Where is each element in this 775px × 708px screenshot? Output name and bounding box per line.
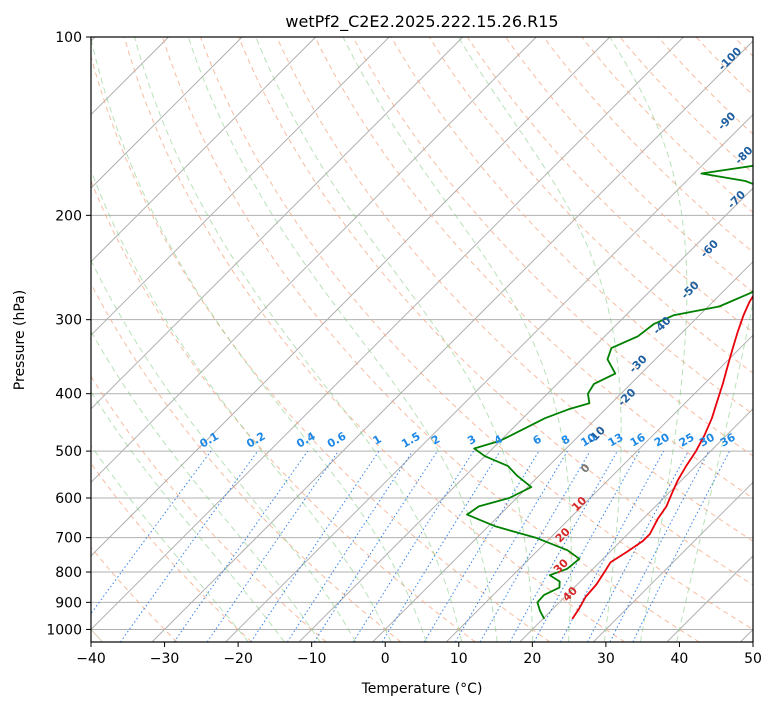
y-tick-label: 500 xyxy=(55,444,82,460)
moist-adiabat xyxy=(255,37,534,642)
dry-adiabat xyxy=(91,282,402,642)
dry-adiabat xyxy=(161,37,700,642)
mixing-ratio-line xyxy=(250,450,380,642)
moist-adiabat xyxy=(91,444,249,642)
x-tick-label: 50 xyxy=(744,651,762,667)
moist-adiabat xyxy=(134,37,463,642)
moist-adiabat xyxy=(676,299,753,642)
dry-adiabat xyxy=(91,179,476,642)
x-tick-label: 30 xyxy=(597,651,615,667)
isotherm xyxy=(225,113,753,642)
mixing-ratio-line xyxy=(286,450,414,642)
x-tick-label: −20 xyxy=(223,651,253,667)
y-axis-label: Pressure (hPa) xyxy=(12,290,28,390)
dry-adiabat xyxy=(505,37,753,293)
x-tick-label: −40 xyxy=(76,651,106,667)
moist-adiabat xyxy=(91,259,357,642)
mixing-ratio-line xyxy=(206,450,339,642)
dry-adiabat xyxy=(91,375,327,642)
y-tick-label: 700 xyxy=(55,531,82,547)
dry-adiabat xyxy=(238,37,753,586)
isotherm xyxy=(91,37,390,336)
dry-adiabat xyxy=(428,37,753,374)
x-tick-label: 40 xyxy=(671,651,689,667)
moist-adiabat xyxy=(609,37,688,642)
dry-adiabat xyxy=(314,37,753,499)
dry-adiabat xyxy=(91,54,551,642)
moist-adiabat xyxy=(457,37,622,642)
mixing-ratio-line xyxy=(533,450,640,642)
isotherm xyxy=(372,260,753,642)
dewpoint-profile-line xyxy=(466,164,753,620)
moist-adiabat xyxy=(91,169,392,642)
mixing-ratio-line xyxy=(173,450,309,642)
mixing-ratio-line xyxy=(119,450,259,642)
y-tick-label: 600 xyxy=(55,491,82,507)
moist-adiabat xyxy=(187,37,498,642)
moist-adiabat xyxy=(91,37,427,642)
isotherm xyxy=(519,408,753,642)
dry-adiabat xyxy=(200,37,753,630)
x-tick-label: −10 xyxy=(297,651,327,667)
isotherm xyxy=(91,37,243,189)
y-tick-label: 100 xyxy=(55,30,82,46)
mixing-ratio-line xyxy=(381,450,501,642)
isotherm xyxy=(91,37,317,263)
chart-axes: −40 −30 −20 −10 0 10 20 30 40 50 100 200 300 400 500 60… xyxy=(46,30,762,667)
mixing-ratio-line xyxy=(632,450,731,642)
dry-adiabat xyxy=(276,37,753,542)
isotherm xyxy=(445,334,753,642)
mixing-ratio-line xyxy=(352,450,475,642)
temperature-profile-line xyxy=(571,294,753,620)
isotherm xyxy=(91,37,684,631)
isotherm xyxy=(592,481,753,642)
x-tick-label: 0 xyxy=(381,651,390,667)
dry-adiabat xyxy=(91,462,253,642)
isotherm xyxy=(91,37,537,484)
dry-adiabat xyxy=(123,37,625,642)
chart-series xyxy=(466,164,753,620)
mixing-ratio-line xyxy=(313,450,438,642)
mixing-ratio-line xyxy=(560,450,665,642)
x-tick-label: 20 xyxy=(523,651,541,667)
x-axis-label: Temperature (°C) xyxy=(361,681,483,697)
x-tick-label: 10 xyxy=(450,651,468,667)
y-tick-label: 400 xyxy=(55,387,82,403)
y-tick-label: 300 xyxy=(55,313,82,329)
chart-title: wetPf2_C2E2.2025.222.15.26.R15 xyxy=(285,12,558,32)
plot-frame xyxy=(90,36,754,643)
mixing-ratio-line xyxy=(91,450,212,615)
moist-adiabat xyxy=(91,330,321,642)
chart-grid xyxy=(91,37,753,642)
y-tick-label: 900 xyxy=(55,595,82,611)
x-tick-label: −30 xyxy=(150,651,180,667)
y-tick-label: 200 xyxy=(55,208,82,224)
isotherm xyxy=(298,187,753,642)
moist-adiabat xyxy=(91,390,285,642)
isotherm xyxy=(91,37,464,410)
y-tick-label: 800 xyxy=(55,565,82,581)
dry-adiabat xyxy=(390,37,753,415)
dry-adiabat xyxy=(91,546,178,642)
isotherm xyxy=(151,40,753,642)
mixing-ratio-line xyxy=(509,450,618,642)
moist-adiabat xyxy=(342,37,572,642)
isotherm xyxy=(91,37,611,557)
y-tick-label: 1000 xyxy=(46,622,82,638)
